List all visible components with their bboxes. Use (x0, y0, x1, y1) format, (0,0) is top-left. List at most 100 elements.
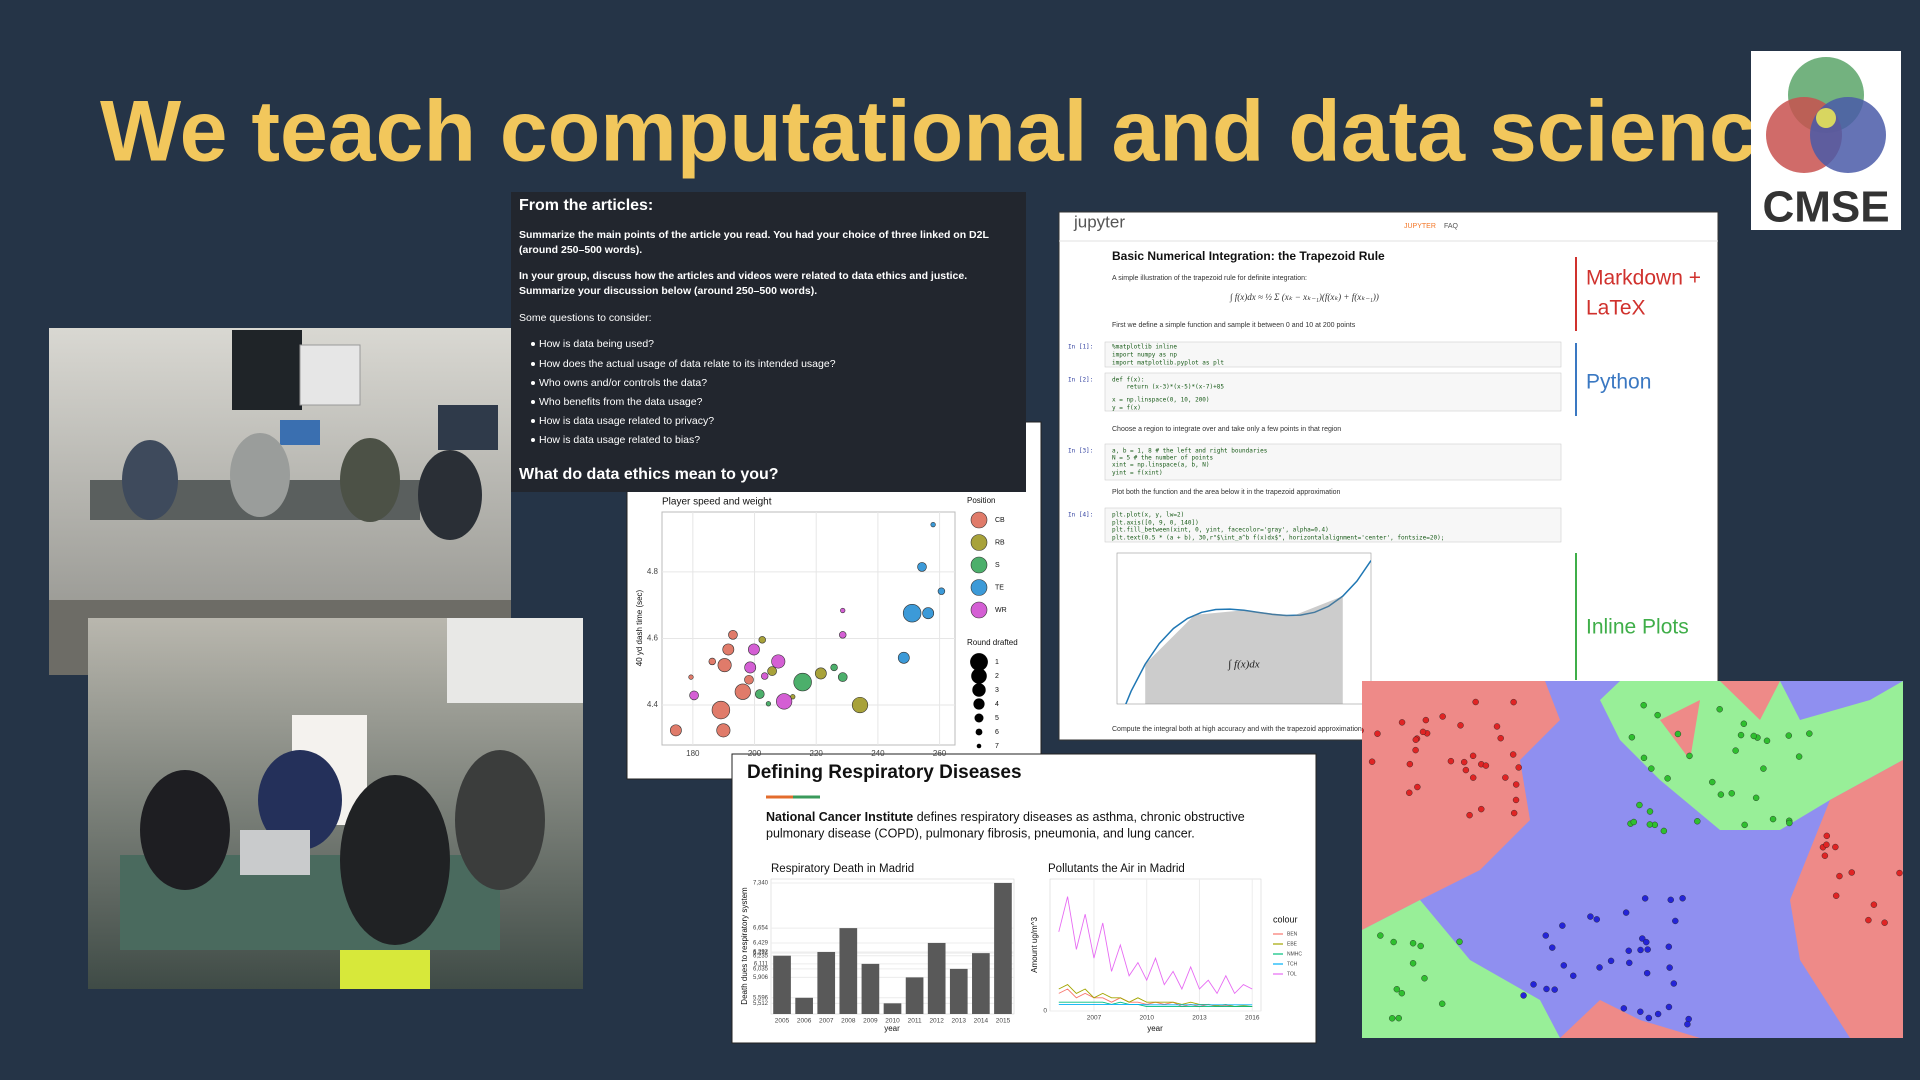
code-line: return (x-3)*(x-5)*(x-7)+85 (1112, 384, 1224, 391)
point (761, 672, 769, 680)
bar (839, 928, 858, 1014)
question: How is data usage related to bias? (539, 434, 700, 446)
sample-point (1896, 869, 1903, 877)
sample-point (1412, 746, 1419, 754)
point (754, 689, 765, 699)
point (840, 607, 846, 614)
legend-label: CB (995, 517, 1005, 524)
sample-point (1732, 747, 1739, 754)
code-line: plt.fill_between(xint, 0, yint, facecolo… (1112, 527, 1329, 534)
sample-point (1515, 764, 1522, 771)
code-cell (1104, 372, 1562, 412)
notebook-heading: Basic Numerical Integration: the Trapezo… (1112, 249, 1385, 263)
sample-point (1497, 734, 1504, 742)
sample-point (1737, 731, 1745, 739)
y-tick-label: 6,035 (753, 966, 769, 972)
code-line: x = np.linspace(0, 10, 200) (1112, 397, 1210, 404)
y-tick-label: 5,596 (753, 995, 769, 1001)
chart-title: Respiratory Death in Madrid (771, 863, 914, 875)
size-label: 3 (995, 687, 999, 694)
sample-point (1409, 940, 1417, 947)
size-swatch (975, 728, 983, 736)
sample-point (1368, 758, 1376, 765)
x-tick-label: 240 (871, 749, 885, 758)
question: How is data being used? (539, 338, 654, 350)
legend-swatch (970, 511, 988, 529)
point (771, 654, 786, 669)
sample-point (1752, 794, 1760, 802)
point (765, 701, 772, 707)
y-tick-label: 7,340 (753, 881, 769, 887)
x-axis-label: year (1147, 1024, 1163, 1033)
sample-point (1821, 852, 1829, 859)
region (1362, 900, 1560, 1038)
bar (994, 882, 1012, 1014)
point (708, 657, 716, 666)
sample-point (1786, 819, 1793, 827)
bar (905, 977, 924, 1014)
nav-link[interactable]: FAQ (1444, 223, 1459, 230)
sample-point (1417, 942, 1424, 950)
size-label: 2 (995, 673, 999, 680)
sample-point (1643, 969, 1651, 977)
x-tick-label: 2005 (775, 1018, 790, 1025)
markdown-text: Choose a region to integrate over and ta… (1112, 426, 1341, 433)
brand: jupyter (1073, 212, 1125, 231)
y-tick-label: 4.6 (647, 634, 659, 643)
sample-point (1672, 917, 1679, 925)
x-tick-label: 180 (686, 749, 700, 758)
point (758, 636, 766, 644)
legend-swatch (970, 556, 988, 574)
sample-point (1646, 821, 1654, 828)
x-tick-label: 2010 (1139, 1015, 1154, 1022)
photo-shorts (340, 950, 430, 989)
bar (927, 942, 946, 1014)
bar (949, 968, 968, 1014)
point (722, 643, 735, 656)
cell-prompt: In [2]: (1068, 377, 1093, 384)
sample-point (1472, 698, 1479, 706)
paragraph-line: In your group, discuss how the articles … (519, 270, 967, 282)
question-list: How is data being used? How does the actu… (531, 338, 836, 446)
chart-title: Pollutants the Air in Madrid (1048, 863, 1185, 875)
bar (972, 953, 990, 1014)
size-label: 4 (995, 701, 999, 708)
notebook-panel: jupyter JUPYTER FAQ Basic Numerical Inte… (1058, 211, 1719, 741)
classification-map (1362, 681, 1903, 1038)
photo-screen (232, 330, 302, 410)
sample-point (1639, 935, 1646, 942)
point (748, 643, 760, 656)
sample-point (1637, 1008, 1644, 1015)
annotation-label: Python (1586, 371, 1651, 394)
y-tick-label: 6,292 (753, 950, 769, 956)
point (716, 723, 731, 738)
sample-point (1865, 916, 1872, 924)
bullet (531, 400, 535, 404)
point (917, 562, 927, 572)
sample-point (1520, 992, 1527, 999)
sample-point (1641, 895, 1649, 902)
size-label: 6 (995, 729, 999, 736)
legend-label: WR (995, 607, 1007, 614)
point (937, 587, 946, 595)
sample-point (1388, 1015, 1396, 1022)
region (1362, 681, 1560, 930)
point (728, 630, 738, 640)
legend-swatch (970, 579, 988, 596)
nav-link[interactable]: JUPYTER (1404, 223, 1436, 230)
y-tick-label: 6,111 (754, 961, 769, 967)
legend-title: colour (1273, 914, 1298, 924)
panel-title: Defining Respiratory Diseases (747, 762, 1022, 783)
plot-annotation: ∫ f(x)dx (1227, 659, 1260, 671)
annotation-label: Inline Plots (1586, 616, 1689, 639)
definition-text: defines respiratory diseases as asthma, … (913, 810, 1244, 824)
photo-person (455, 750, 545, 890)
formula: ∫ f(x)dx ≈ ½ Σ (xₖ − xₖ₋₁)(f(xₖ) + f(xₖ₋… (1229, 292, 1379, 303)
y-axis-label: 40 yd dash time (sec) (635, 589, 644, 666)
sample-point (1543, 985, 1550, 993)
sample-point (1644, 946, 1651, 953)
prompt: Some questions to consider: (519, 312, 652, 324)
sample-point (1823, 832, 1830, 840)
legend-title: Position (967, 496, 995, 505)
x-tick-label: 2006 (797, 1018, 812, 1025)
